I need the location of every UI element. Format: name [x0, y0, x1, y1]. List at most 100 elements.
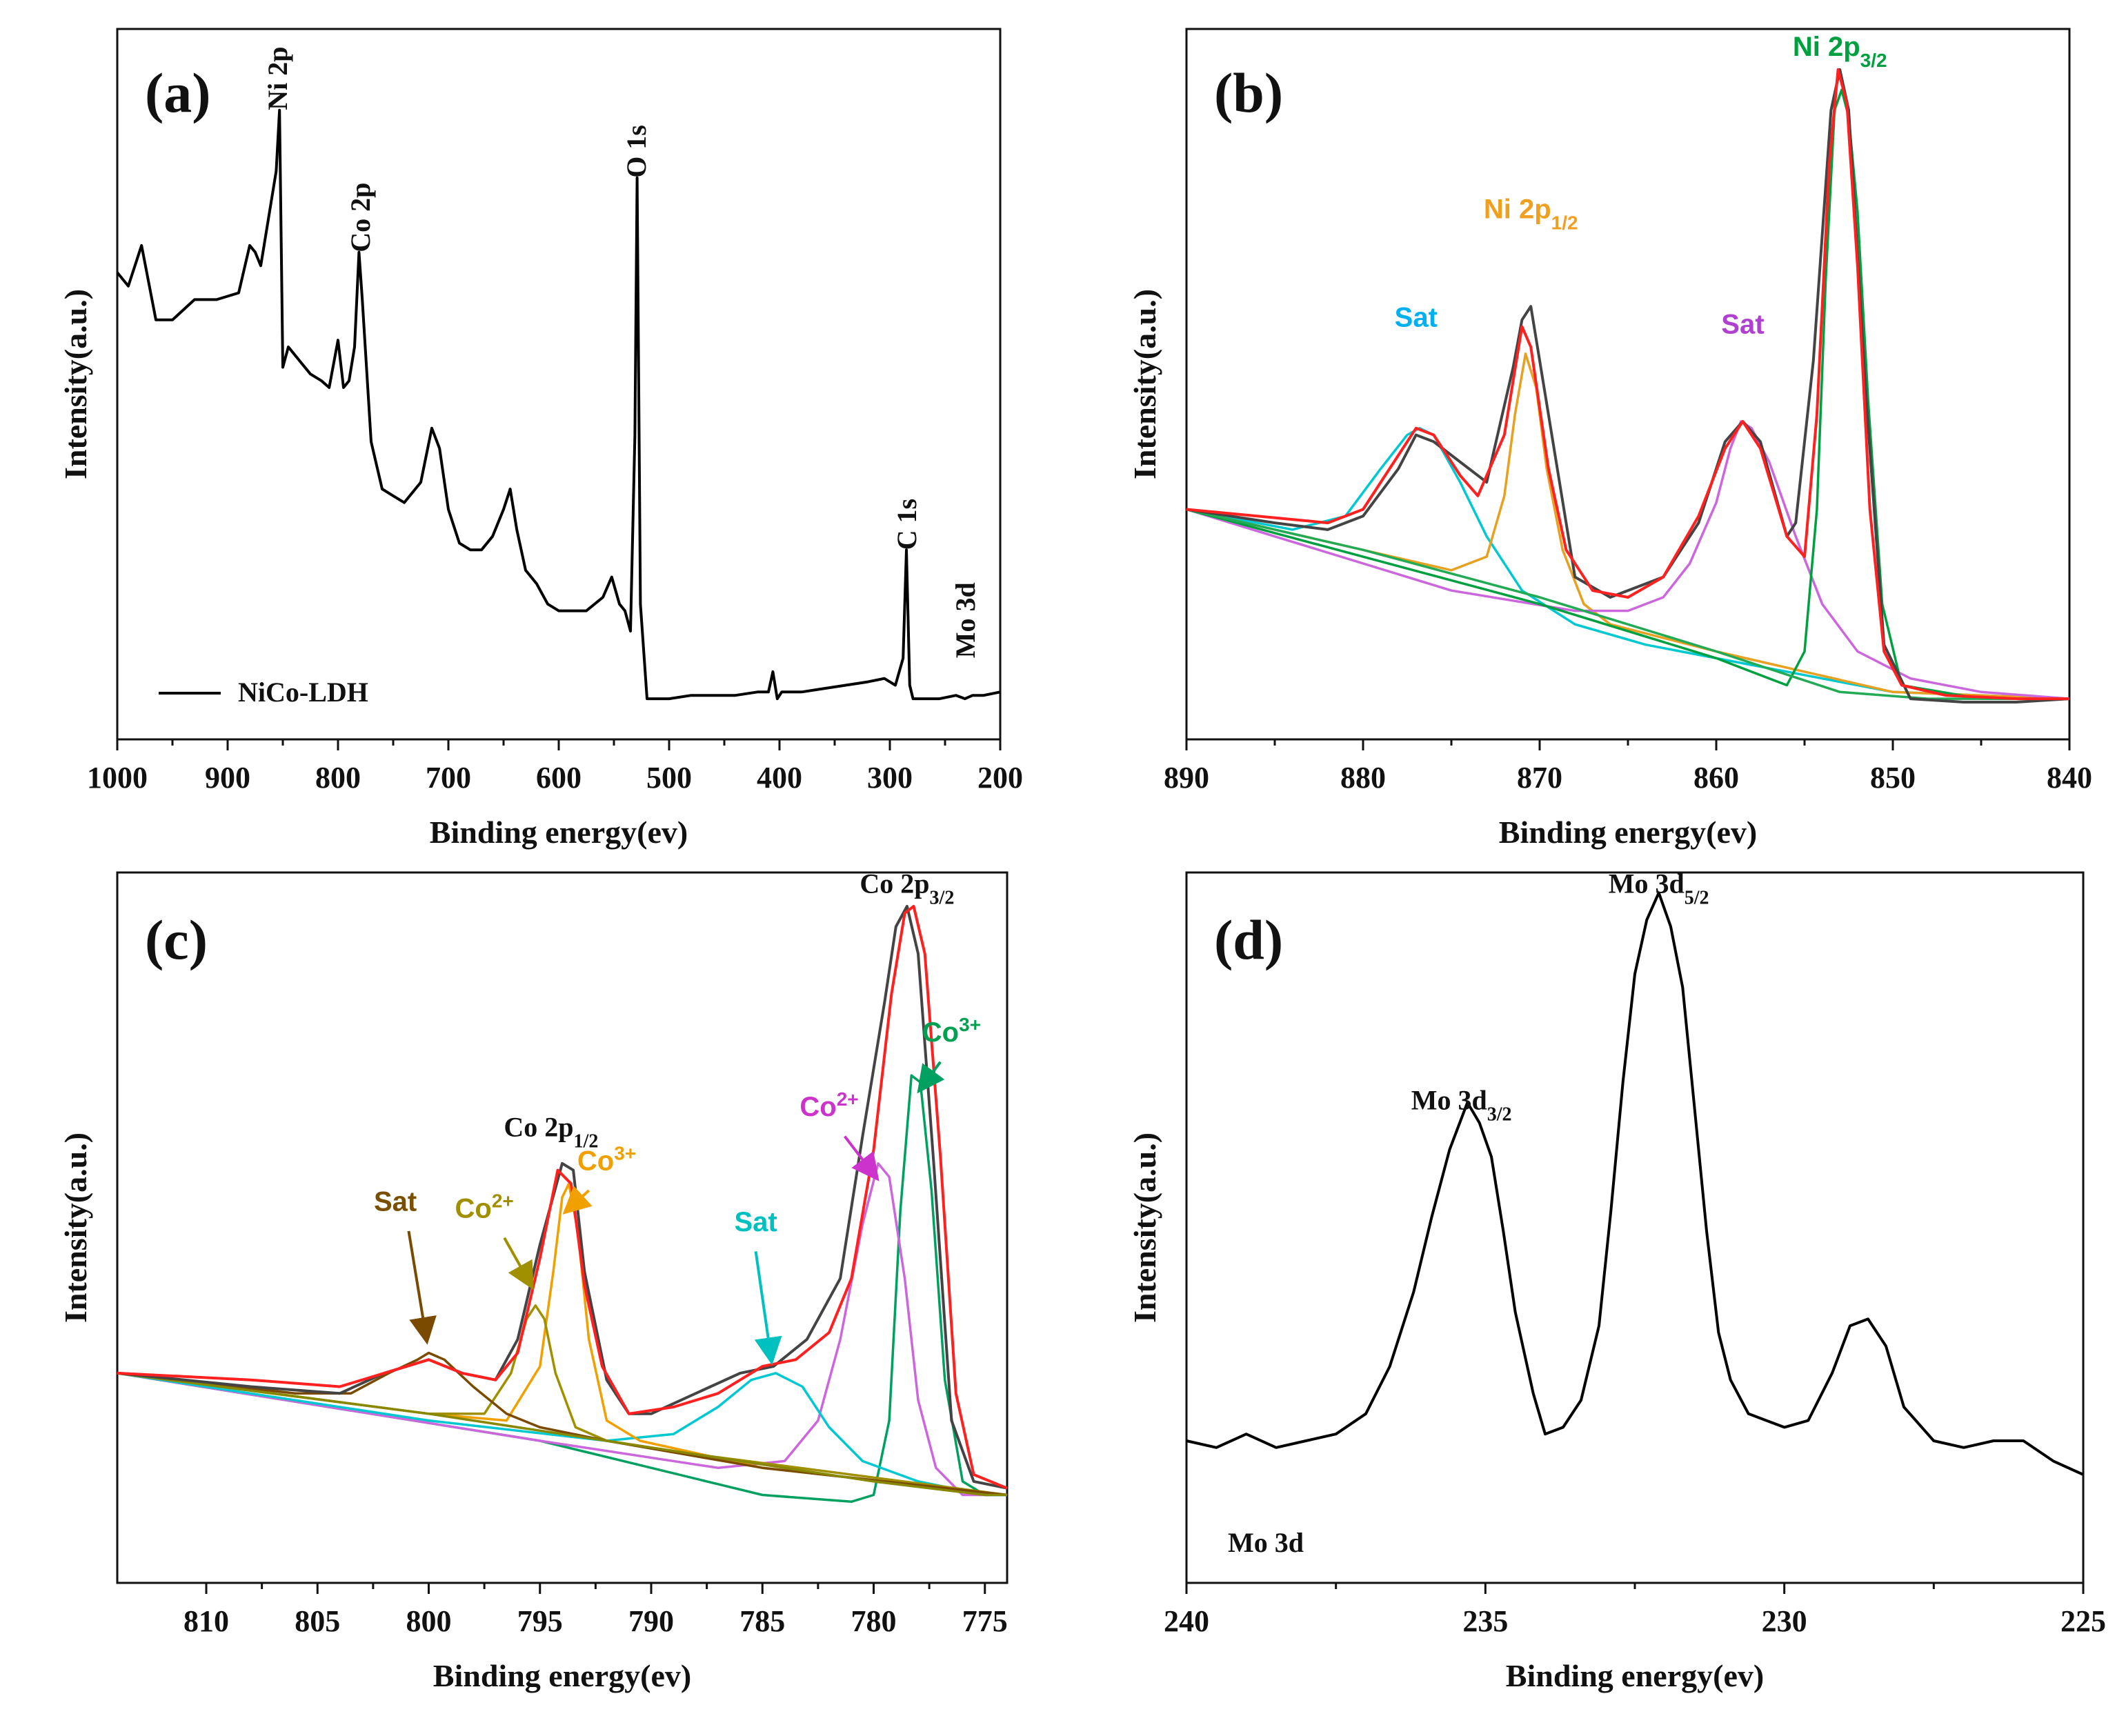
- panel-label: (b): [1214, 61, 1283, 124]
- annotation-text: Sat: [734, 1207, 777, 1237]
- annotation-text: Co 2p: [504, 1112, 573, 1143]
- peak-annotation: Co2+: [799, 1088, 858, 1123]
- series-line-mo-3d: [1186, 891, 2084, 1476]
- plot-frame: [1185, 28, 2071, 741]
- x-tick-label: 795: [517, 1604, 563, 1638]
- x-axis-title: Binding energy(ev): [1506, 1658, 1764, 1693]
- series-line-sat-858-8-: [1186, 420, 2070, 700]
- panel-d: 240 235 230 225 Binding energy(ev) Intensity(…: [1127, 868, 2106, 1693]
- x-tick-label: 300: [867, 761, 913, 795]
- x-tick-label: 780: [851, 1604, 897, 1638]
- annotation-subscript: 5/2: [1685, 887, 1709, 908]
- x-tick-label: 860: [1693, 761, 1739, 795]
- series-line-co3-778-2-: [117, 1074, 1007, 1504]
- annotation-subscript: 3/2: [1487, 1104, 1512, 1125]
- annotation-arrow: [503, 1237, 534, 1290]
- annotation-subscript: 3/2: [930, 887, 955, 908]
- x-tick-label: 235: [1462, 1604, 1508, 1638]
- peak-annotation: Sat: [1721, 309, 1764, 339]
- annotation-text: Co: [799, 1092, 836, 1122]
- x-tick-label: 880: [1340, 761, 1386, 795]
- annotation-text: Sat: [374, 1186, 417, 1217]
- annotation-text: Co: [577, 1146, 614, 1177]
- annotation-arrow: [917, 1061, 945, 1094]
- annotation-text: Mo 3d: [950, 582, 981, 658]
- x-tick-label: 775: [962, 1604, 1008, 1638]
- annotation-text: Ni 2p: [1484, 194, 1551, 225]
- plot-frame: [116, 871, 1009, 1584]
- x-tick-label: 870: [1517, 761, 1562, 795]
- panel-label: (d): [1214, 908, 1283, 971]
- legend-label: NiCo-LDH: [238, 677, 368, 708]
- annotation-text: Mo 3d: [1411, 1084, 1487, 1115]
- peak-annotation: Co2+: [455, 1190, 513, 1224]
- series-line-co2-779-6-: [117, 1162, 1007, 1497]
- annotation-text: Co 2p: [345, 183, 376, 252]
- annotation-superscript: 3+: [614, 1142, 636, 1164]
- x-tick-label: 240: [1164, 1604, 1209, 1638]
- panel-a: 1000 900 800 700 600 500 400 300 200 Binding ener…: [58, 28, 1023, 850]
- annotation-text: C 1s: [891, 499, 922, 550]
- series-line-background: [117, 1372, 1007, 1497]
- series-line-ni-2p3-2: [1186, 88, 2069, 700]
- panel-b: 890 880 870 860 850 840 Binding energy(ev) Inte…: [1127, 28, 2092, 850]
- x-axis-title: Binding energy(ev): [430, 815, 688, 850]
- peak-annotation: O 1s: [621, 125, 652, 178]
- peak-annotation: Sat: [1395, 303, 1438, 333]
- y-axis-title: Intensity(a.u.): [58, 1133, 93, 1323]
- annotation-text: Co: [922, 1017, 959, 1048]
- annotation-subscript: 1/2: [574, 1130, 599, 1152]
- peak-annotation: Mo 3d: [950, 582, 981, 658]
- series-line-nico-ldh: [116, 108, 1001, 701]
- series-line-co2-795-2-: [117, 1304, 1008, 1497]
- peak-annotation: Co 2p3/2: [860, 868, 954, 908]
- annotation-text: Sat: [1395, 303, 1438, 333]
- annotation-text: Co 2p: [860, 868, 929, 899]
- x-tick-label: 700: [426, 761, 471, 795]
- x-tick-label: 900: [205, 761, 250, 795]
- peak-annotation: Mo 3d3/2: [1411, 1084, 1512, 1125]
- x-tick-label: 790: [628, 1604, 674, 1638]
- x-tick-label: 400: [757, 761, 802, 795]
- annotation-arrow: [754, 1251, 782, 1366]
- panel-label: (a): [145, 61, 211, 124]
- panel-c: 810 805 800 795 790 785 780 775 Binding energy(e…: [58, 868, 1009, 1693]
- annotation-arrow: [407, 1230, 437, 1345]
- peak-annotation: Co3+: [922, 1014, 981, 1048]
- x-tick-label: 850: [1870, 761, 1916, 795]
- annotation-arrow: [843, 1135, 880, 1181]
- annotation-text: Ni 2p: [262, 46, 293, 110]
- series-line-co3-793-8-: [117, 1182, 1008, 1497]
- peak-annotation: Ni 2p: [262, 46, 293, 110]
- x-tick-label: 890: [1164, 761, 1209, 795]
- x-tick-label: 1000: [87, 761, 148, 795]
- series-line-sat-876-9-: [1186, 427, 2070, 700]
- peak-annotation: Mo 3d5/2: [1609, 868, 1709, 908]
- x-tick-label: 225: [2060, 1604, 2106, 1638]
- x-tick-label: 800: [315, 761, 361, 795]
- y-axis-title: Intensity(a.u.): [58, 289, 93, 479]
- peak-annotation: Co 2p1/2: [504, 1112, 598, 1153]
- y-axis-title: Intensity(a.u.): [1127, 1133, 1162, 1323]
- x-tick-label: 805: [295, 1604, 340, 1638]
- y-axis-title: Intensity(a.u.): [1127, 289, 1162, 479]
- peak-annotation: Ni 2p1/2: [1484, 194, 1578, 234]
- annotation-subscript: 1/2: [1551, 212, 1578, 233]
- x-tick-label: 840: [2047, 761, 2092, 795]
- series-line-sat-800-0-: [117, 1351, 1008, 1497]
- peak-annotation: Sat: [374, 1186, 417, 1217]
- peak-annotation: C 1s: [891, 499, 922, 550]
- peak-annotation: Ni 2p3/2: [1793, 32, 1887, 71]
- peak-annotation: Sat: [734, 1207, 777, 1237]
- series-line-background: [1186, 508, 2069, 700]
- x-tick-label: 200: [977, 761, 1023, 795]
- annotation-superscript: 2+: [492, 1190, 514, 1211]
- peak-annotation: Co3+: [577, 1142, 636, 1177]
- annotation-text: Mo 3d: [1609, 868, 1685, 899]
- series-line-envelope: [117, 905, 1008, 1490]
- annotation-text: Co: [455, 1193, 491, 1224]
- x-axis-title: Binding energy(ev): [1499, 815, 1757, 850]
- series-line-ni-2p1-2: [1186, 352, 2070, 700]
- plot-frame: [116, 28, 1002, 741]
